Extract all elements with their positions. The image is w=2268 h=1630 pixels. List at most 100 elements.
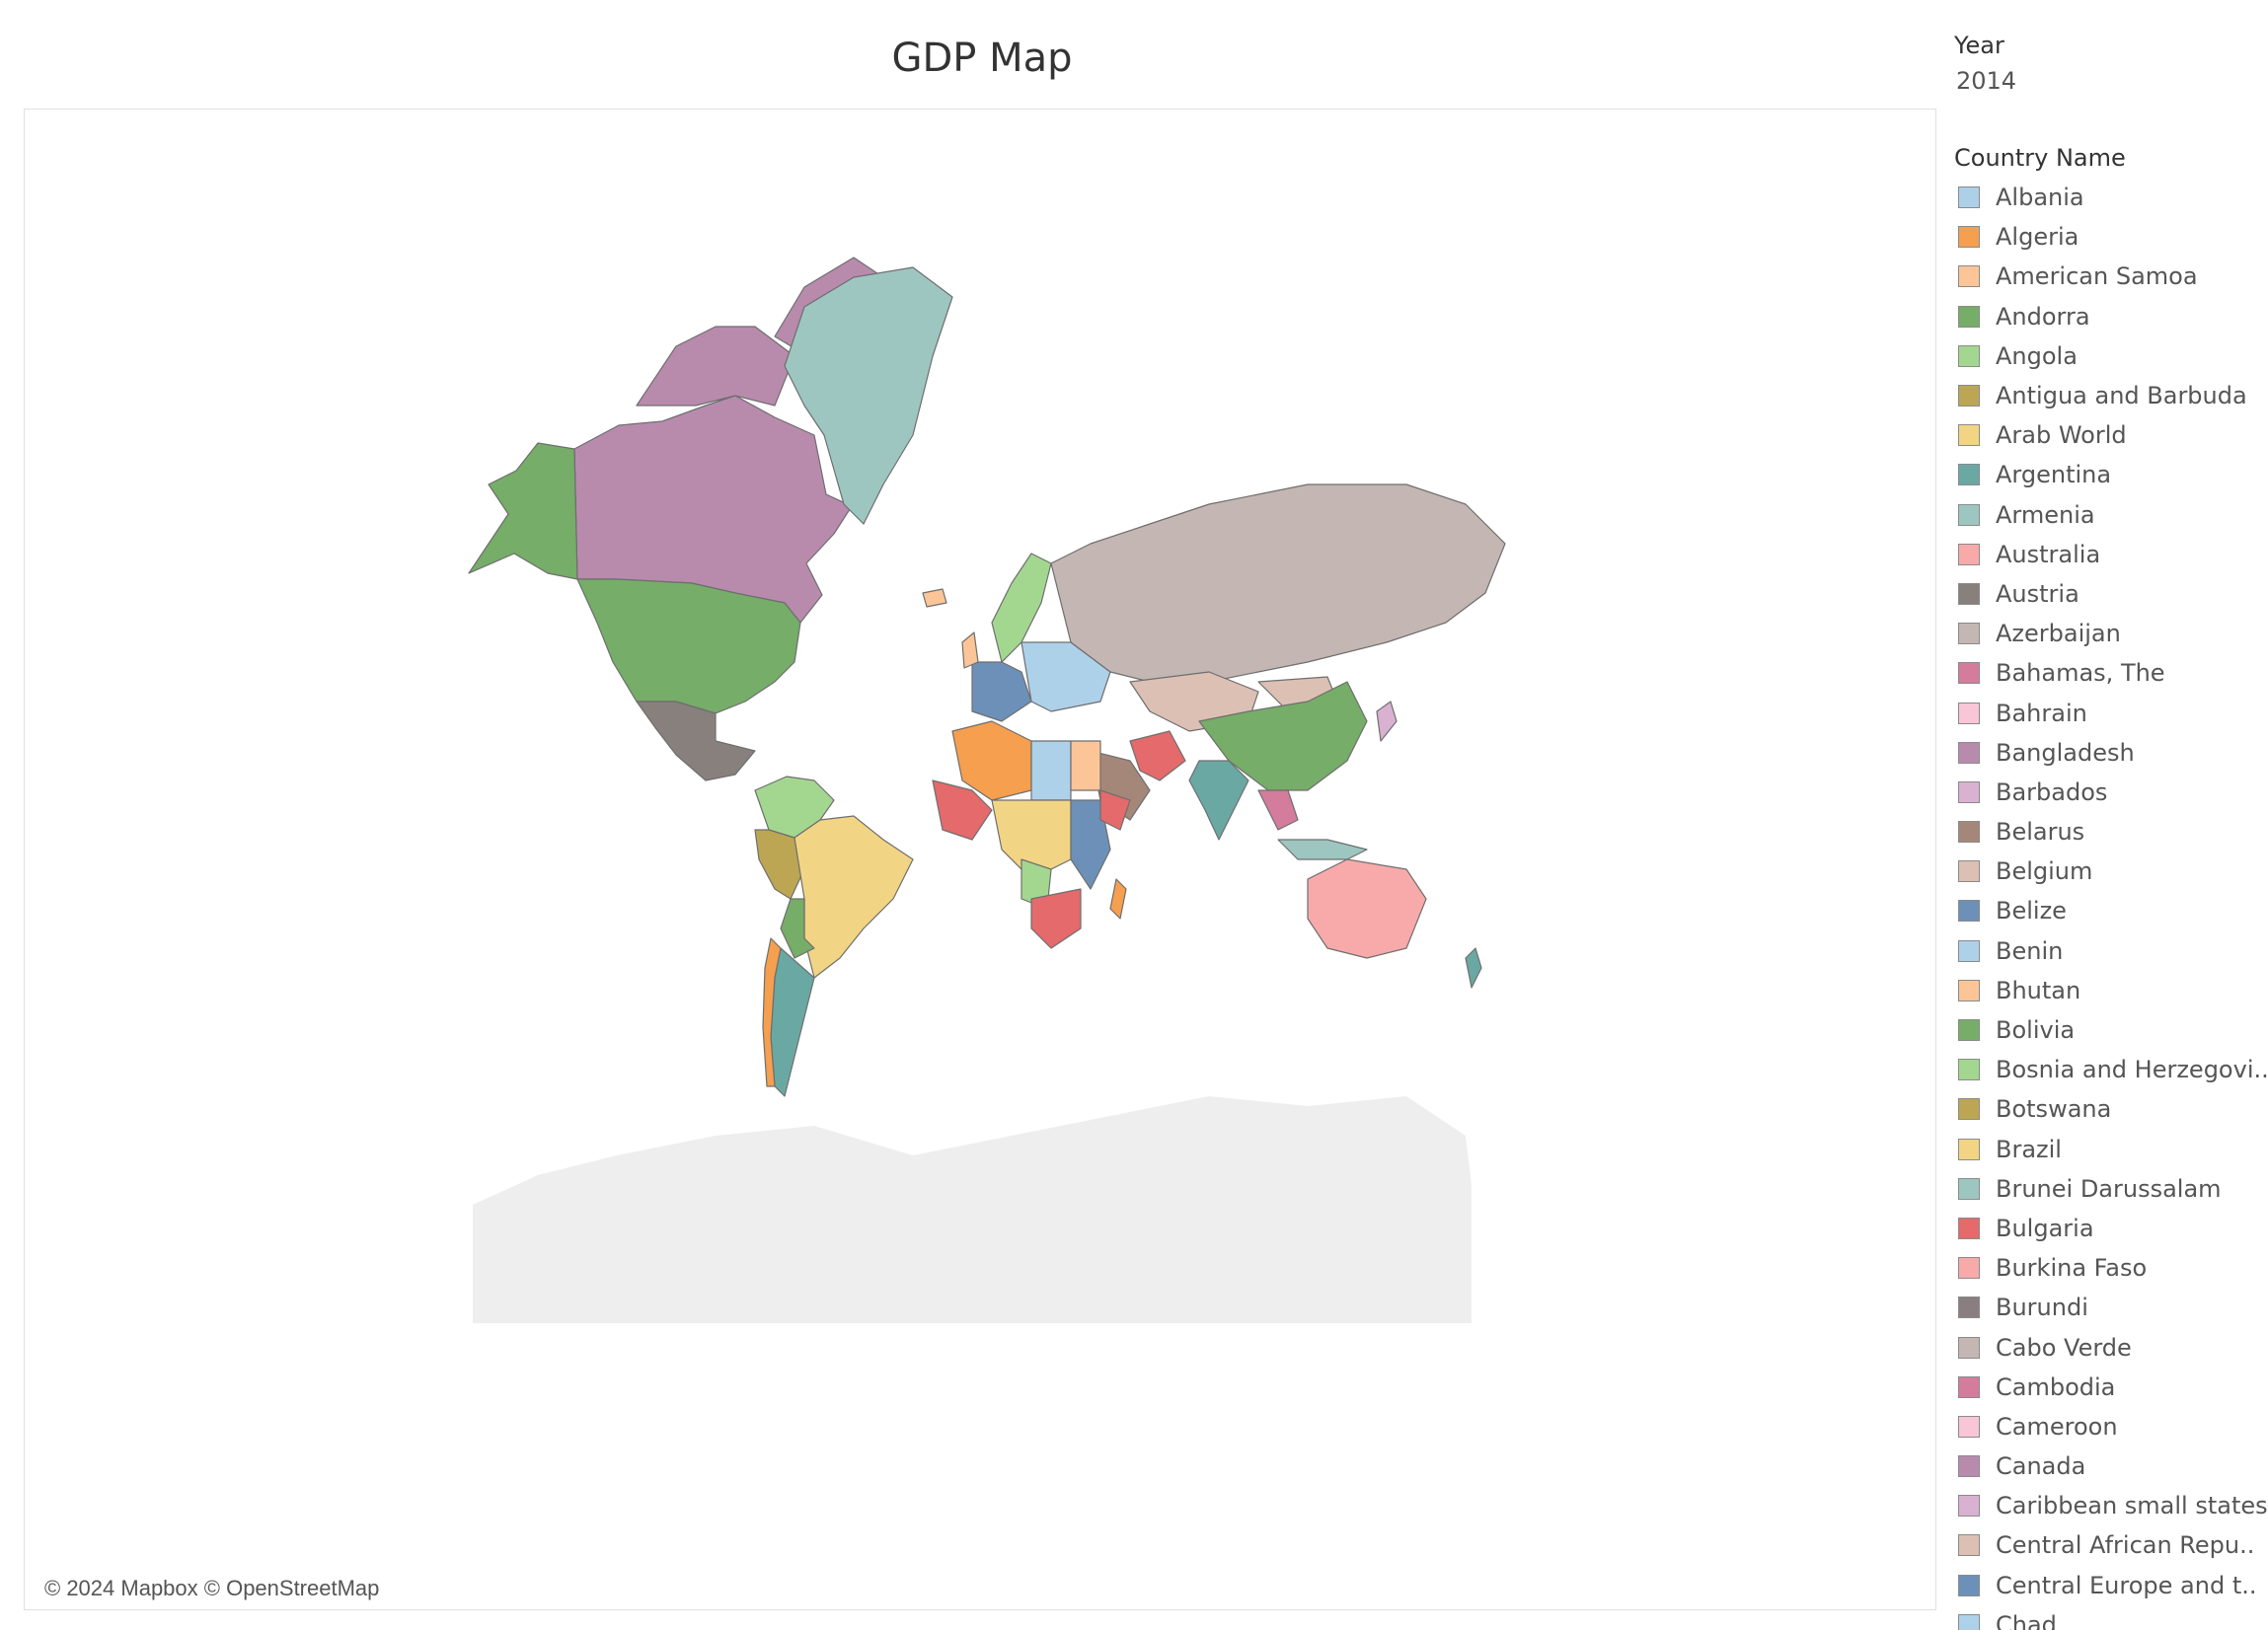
legend-item[interactable]: Belize bbox=[1958, 891, 2268, 930]
country-legend: Albania Algeria American Samoa Andorra Angol… bbox=[1958, 178, 2268, 1630]
map-region-iceland[interactable] bbox=[922, 588, 947, 608]
map-region-madagascar[interactable] bbox=[1109, 878, 1127, 920]
legend-item[interactable]: Canada bbox=[1958, 1446, 2268, 1486]
legend-item[interactable]: Antigua and Barbuda bbox=[1958, 376, 2268, 415]
legend-label: Andorra bbox=[1996, 302, 2090, 331]
map-region-scandinavia[interactable] bbox=[991, 553, 1052, 663]
legend-item[interactable]: Azerbaijan bbox=[1958, 614, 2268, 653]
legend-item[interactable]: American Samoa bbox=[1958, 257, 2268, 296]
legend-item[interactable]: Botswana bbox=[1958, 1089, 2268, 1129]
legend-swatch bbox=[1958, 385, 1980, 408]
legend-item[interactable]: Brunei Darussalam bbox=[1958, 1169, 2268, 1209]
legend-label: Bolivia bbox=[1996, 1016, 2076, 1045]
map-region-southeast-asia[interactable] bbox=[1257, 789, 1299, 831]
map-region-brazil[interactable] bbox=[794, 815, 914, 979]
legend-item[interactable]: Bosnia and Herzegovi.. bbox=[1958, 1050, 2268, 1089]
year-filter-value[interactable]: 2014 bbox=[1956, 67, 2017, 95]
legend-swatch bbox=[1958, 344, 1980, 367]
legend-label: Austria bbox=[1996, 579, 2079, 608]
legend-swatch bbox=[1958, 821, 1980, 844]
legend-item[interactable]: Algeria bbox=[1958, 217, 2268, 257]
map-region-india[interactable] bbox=[1188, 760, 1249, 841]
legend-label: Brazil bbox=[1996, 1135, 2062, 1163]
map-region-alaska[interactable] bbox=[468, 442, 578, 580]
map-region-indonesia[interactable] bbox=[1277, 839, 1368, 860]
map-region-united-states[interactable] bbox=[576, 578, 801, 714]
map-region-libya[interactable] bbox=[1030, 740, 1072, 801]
legend-item[interactable]: Bangladesh bbox=[1958, 733, 2268, 773]
legend-item[interactable]: Benin bbox=[1958, 931, 2268, 971]
map-region-mexico[interactable] bbox=[636, 701, 756, 781]
legend-item[interactable]: Caribbean small states bbox=[1958, 1486, 2268, 1525]
legend-swatch bbox=[1958, 1217, 1980, 1239]
map-region-chile[interactable] bbox=[762, 937, 782, 1087]
legend-swatch bbox=[1958, 1375, 1980, 1398]
map-region-new-zealand[interactable] bbox=[1465, 947, 1482, 989]
map-region-iran[interactable] bbox=[1129, 730, 1186, 781]
legend-item[interactable]: Armenia bbox=[1958, 495, 2268, 535]
world-map[interactable] bbox=[25, 110, 1936, 1610]
legend-swatch bbox=[1958, 900, 1980, 923]
legend-label: Antigua and Barbuda bbox=[1996, 382, 2247, 410]
legend-swatch bbox=[1958, 1495, 1980, 1518]
legend-item[interactable]: Bahrain bbox=[1958, 693, 2268, 732]
map-region-argentina[interactable] bbox=[770, 947, 815, 1097]
map-region-australia[interactable] bbox=[1307, 858, 1427, 959]
legend-item[interactable]: Arab World bbox=[1958, 415, 2268, 455]
legend-swatch bbox=[1958, 226, 1980, 249]
legend-item[interactable]: Australia bbox=[1958, 535, 2268, 574]
legend-label: Algeria bbox=[1996, 223, 2079, 252]
legend-swatch bbox=[1958, 582, 1980, 605]
legend-item[interactable]: Argentina bbox=[1958, 455, 2268, 494]
legend-swatch bbox=[1958, 305, 1980, 328]
map-region-greenland[interactable] bbox=[784, 266, 953, 525]
map-region-bolivia[interactable] bbox=[780, 898, 815, 959]
map-region-egypt[interactable] bbox=[1070, 740, 1101, 791]
legend-item[interactable]: Bahamas, The bbox=[1958, 653, 2268, 693]
map-region-japan[interactable] bbox=[1376, 701, 1398, 742]
map-region-ethiopia[interactable] bbox=[1099, 789, 1131, 831]
legend-item[interactable]: Central African Repu.. bbox=[1958, 1525, 2268, 1565]
legend-item[interactable]: Bulgaria bbox=[1958, 1209, 2268, 1248]
legend-item[interactable]: Cabo Verde bbox=[1958, 1327, 2268, 1367]
legend-label: Armenia bbox=[1996, 500, 2095, 529]
legend-item[interactable]: Belarus bbox=[1958, 812, 2268, 852]
legend-label: American Samoa bbox=[1996, 262, 2198, 291]
legend-item[interactable]: Austria bbox=[1958, 574, 2268, 614]
legend-item[interactable]: Angola bbox=[1958, 336, 2268, 376]
legend-swatch bbox=[1958, 424, 1980, 447]
legend-swatch bbox=[1958, 503, 1980, 526]
map-region-russia[interactable] bbox=[1050, 483, 1506, 683]
legend-item[interactable]: Central Europe and t.. bbox=[1958, 1566, 2268, 1605]
map-region-china[interactable] bbox=[1198, 681, 1368, 791]
legend-item[interactable]: Bolivia bbox=[1958, 1010, 2268, 1050]
map-region-east-africa[interactable] bbox=[1070, 799, 1111, 890]
legend-item[interactable]: Barbados bbox=[1958, 773, 2268, 812]
map-attribution[interactable]: © 2024 Mapbox © OpenStreetMap bbox=[38, 1574, 386, 1603]
legend-swatch bbox=[1958, 623, 1980, 645]
legend-label: Bahrain bbox=[1996, 699, 2087, 727]
legend-item[interactable]: Belgium bbox=[1958, 852, 2268, 891]
legend-item[interactable]: Bhutan bbox=[1958, 971, 2268, 1010]
legend-label: Central African Repu.. bbox=[1996, 1531, 2255, 1560]
map-region-southern-africa[interactable] bbox=[1030, 888, 1082, 949]
legend-item[interactable]: Burundi bbox=[1958, 1288, 2268, 1327]
legend-label: Botswana bbox=[1996, 1095, 2112, 1124]
legend-item[interactable]: Cameroon bbox=[1958, 1407, 2268, 1446]
legend-item[interactable]: Chad bbox=[1958, 1605, 2268, 1630]
legend-item[interactable]: Brazil bbox=[1958, 1130, 2268, 1169]
legend-label: Cambodia bbox=[1996, 1372, 2116, 1401]
legend-label: Azerbaijan bbox=[1996, 620, 2121, 648]
map-region-peru[interactable] bbox=[754, 829, 805, 900]
legend-swatch bbox=[1958, 1138, 1980, 1160]
map-view[interactable]: © 2024 Mapbox © OpenStreetMap bbox=[24, 109, 1936, 1610]
legend-item[interactable]: Andorra bbox=[1958, 297, 2268, 336]
legend-item[interactable]: Albania bbox=[1958, 178, 2268, 217]
map-region-uk[interactable] bbox=[961, 631, 979, 669]
map-region-western-europe[interactable] bbox=[971, 661, 1032, 722]
legend-item[interactable]: Cambodia bbox=[1958, 1368, 2268, 1407]
legend-item[interactable]: Burkina Faso bbox=[1958, 1248, 2268, 1288]
legend-title: Country Name bbox=[1954, 144, 2126, 172]
map-region-west-africa[interactable] bbox=[932, 779, 993, 841]
